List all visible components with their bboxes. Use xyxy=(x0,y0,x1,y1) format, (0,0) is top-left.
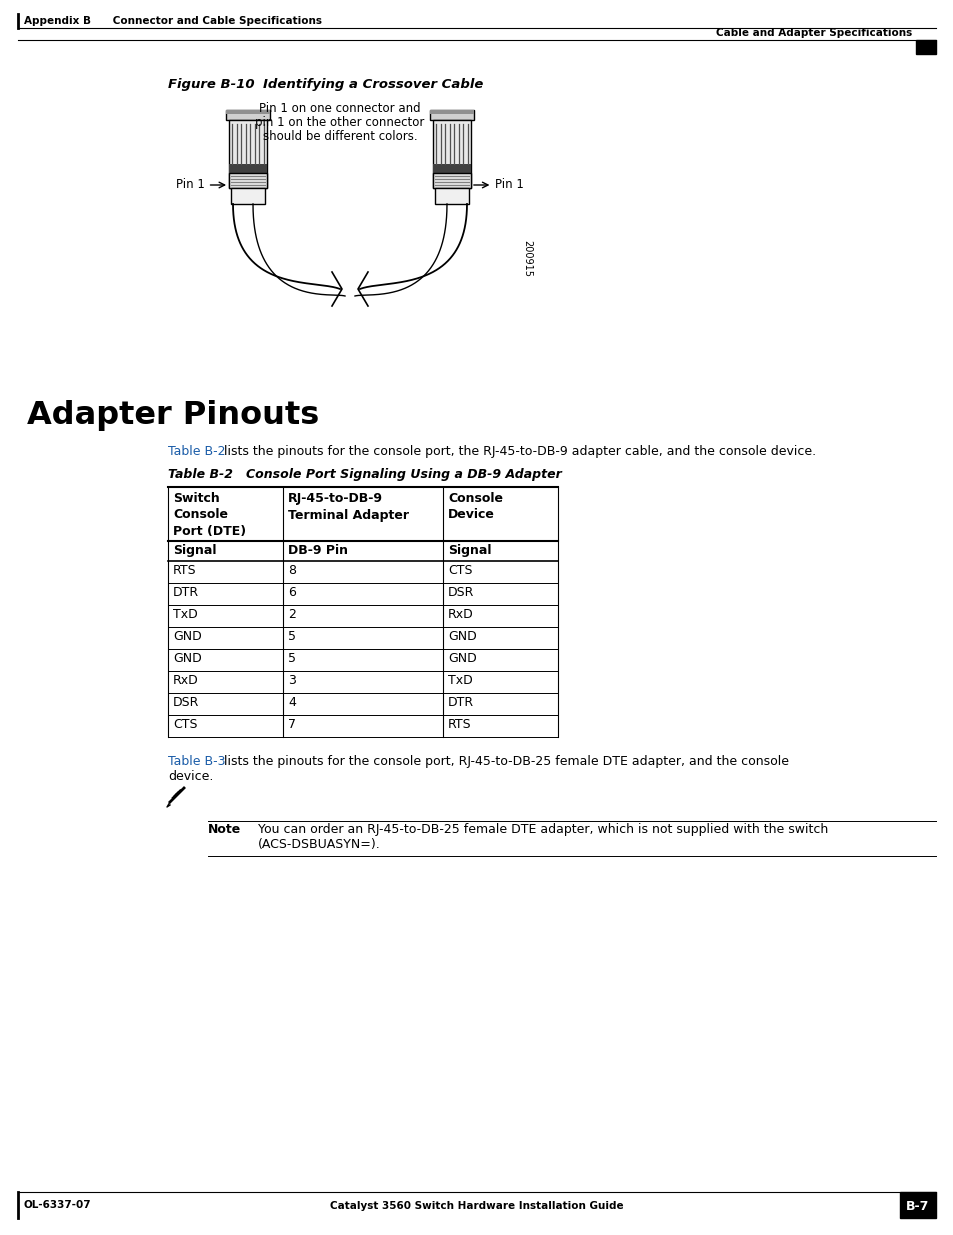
Text: Table B-2: Table B-2 xyxy=(168,468,233,480)
Text: 6: 6 xyxy=(288,585,295,599)
Text: Signal: Signal xyxy=(172,543,216,557)
Bar xyxy=(229,164,267,173)
Text: Pin 1 on one connector and: Pin 1 on one connector and xyxy=(259,103,420,115)
Bar xyxy=(433,164,471,173)
Text: Note: Note xyxy=(208,823,241,836)
Text: DTR: DTR xyxy=(172,585,199,599)
Text: Catalyst 3560 Switch Hardware Installation Guide: Catalyst 3560 Switch Hardware Installati… xyxy=(330,1200,623,1212)
Text: should be different colors.: should be different colors. xyxy=(262,130,416,143)
Text: device.: device. xyxy=(168,769,213,783)
Bar xyxy=(433,173,471,188)
Text: Table B-3: Table B-3 xyxy=(168,755,225,768)
Text: GND: GND xyxy=(172,652,201,664)
Text: GND: GND xyxy=(448,630,476,643)
Bar xyxy=(430,110,474,120)
Text: Switch
Console
Port (DTE): Switch Console Port (DTE) xyxy=(172,492,246,538)
Text: TxD: TxD xyxy=(172,608,197,621)
Text: RTS: RTS xyxy=(448,718,471,731)
Text: Appendix B      Connector and Cable Specifications: Appendix B Connector and Cable Specifica… xyxy=(24,16,322,26)
Text: Console
Device: Console Device xyxy=(448,492,502,521)
Bar xyxy=(433,120,471,188)
Text: You can order an RJ-45-to-DB-25 female DTE adapter, which is not supplied with t: You can order an RJ-45-to-DB-25 female D… xyxy=(257,823,827,836)
Text: DTR: DTR xyxy=(448,697,474,709)
Text: 3: 3 xyxy=(288,674,295,687)
Bar xyxy=(229,120,267,188)
Text: RTS: RTS xyxy=(172,564,196,577)
Text: DSR: DSR xyxy=(448,585,474,599)
Text: lists the pinouts for the console port, RJ-45-to-DB-25 female DTE adapter, and t: lists the pinouts for the console port, … xyxy=(220,755,788,768)
Text: Table B-2: Table B-2 xyxy=(168,445,225,458)
Text: CTS: CTS xyxy=(448,564,472,577)
Text: GND: GND xyxy=(172,630,201,643)
Text: Pin 1: Pin 1 xyxy=(474,179,523,191)
Text: CTS: CTS xyxy=(172,718,197,731)
Text: GND: GND xyxy=(448,652,476,664)
Text: 8: 8 xyxy=(288,564,295,577)
Bar xyxy=(430,110,474,114)
Bar xyxy=(435,188,469,204)
Text: DB-9 Pin: DB-9 Pin xyxy=(288,543,348,557)
Text: Figure B-10: Figure B-10 xyxy=(168,78,254,91)
Text: B-7: B-7 xyxy=(905,1199,929,1213)
Bar xyxy=(899,1192,935,1218)
Text: 4: 4 xyxy=(288,697,295,709)
Bar xyxy=(226,110,270,120)
Text: 200915: 200915 xyxy=(521,241,532,278)
Text: 2: 2 xyxy=(288,608,295,621)
Text: (ACS-DSBUASYN=).: (ACS-DSBUASYN=). xyxy=(257,839,380,851)
Text: RxD: RxD xyxy=(172,674,198,687)
Text: RxD: RxD xyxy=(448,608,474,621)
Text: Console Port Signaling Using a DB-9 Adapter: Console Port Signaling Using a DB-9 Adap… xyxy=(246,468,561,480)
Text: TxD: TxD xyxy=(448,674,473,687)
Text: pin 1 on the other connector: pin 1 on the other connector xyxy=(255,116,424,128)
Bar xyxy=(226,110,270,114)
Text: Signal: Signal xyxy=(448,543,491,557)
Text: Pin 1: Pin 1 xyxy=(175,179,225,191)
Text: DSR: DSR xyxy=(172,697,199,709)
Bar xyxy=(231,188,265,204)
Text: Identifying a Crossover Cable: Identifying a Crossover Cable xyxy=(263,78,483,91)
Text: 5: 5 xyxy=(288,630,295,643)
Text: Adapter Pinouts: Adapter Pinouts xyxy=(27,400,319,431)
Bar xyxy=(915,40,935,54)
Text: OL-6337-07: OL-6337-07 xyxy=(24,1200,91,1210)
Text: Cable and Adapter Specifications: Cable and Adapter Specifications xyxy=(715,28,911,38)
Text: lists the pinouts for the console port, the RJ-45-to-DB-9 adapter cable, and the: lists the pinouts for the console port, … xyxy=(220,445,815,458)
Text: 7: 7 xyxy=(288,718,295,731)
Text: RJ-45-to-DB-9
Terminal Adapter: RJ-45-to-DB-9 Terminal Adapter xyxy=(288,492,409,521)
Bar xyxy=(229,173,267,188)
Text: 5: 5 xyxy=(288,652,295,664)
